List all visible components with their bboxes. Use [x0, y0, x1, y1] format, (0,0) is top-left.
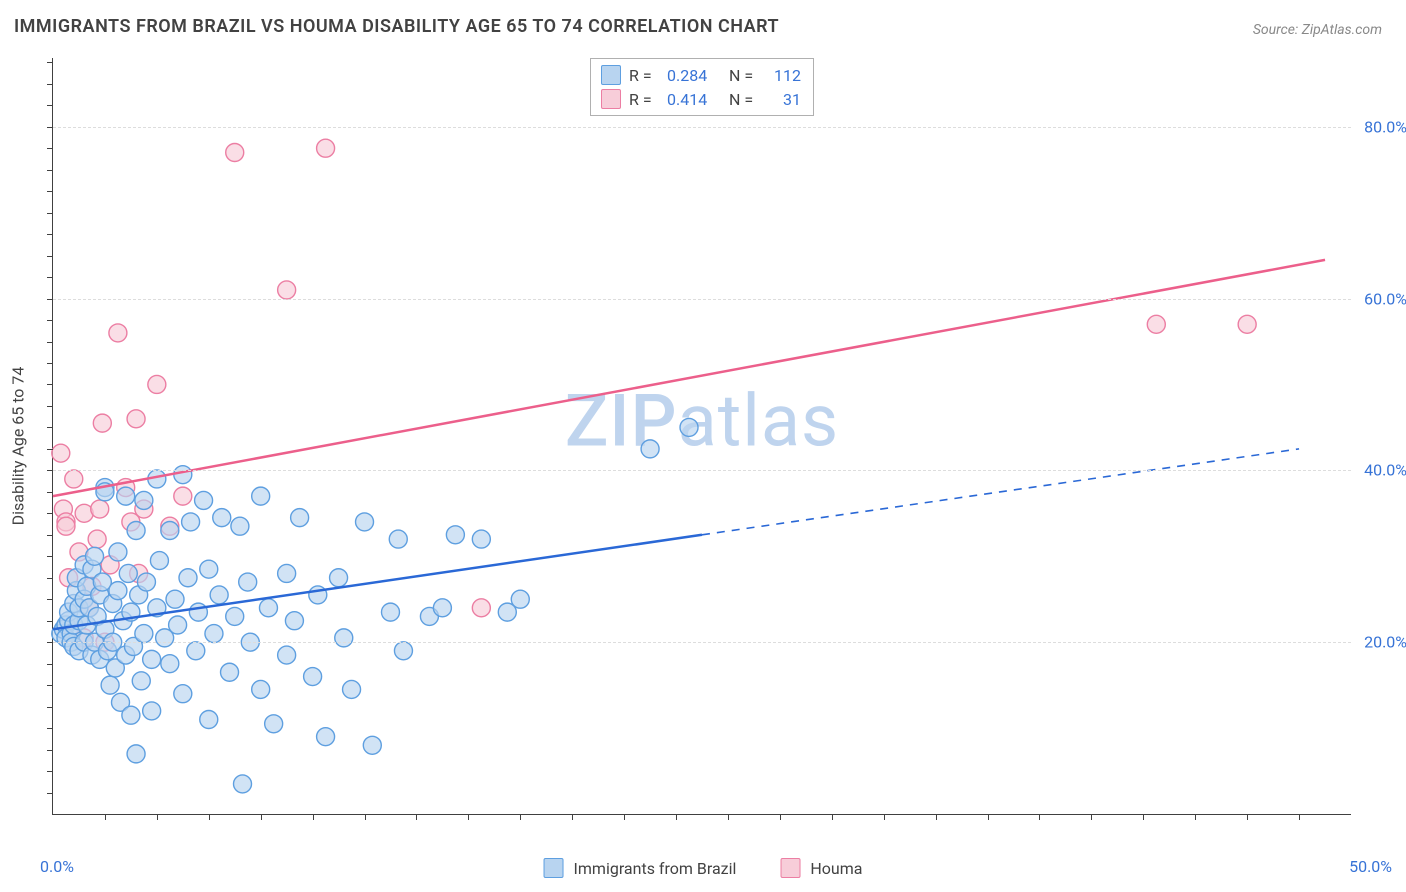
r-label: R = [629, 66, 659, 85]
chart-title: IMMIGRANTS FROM BRAZIL VS HOUMA DISABILI… [14, 16, 779, 37]
y-tick-label: 80.0% [1357, 117, 1406, 136]
x-axis-min-label: 0.0% [40, 857, 74, 876]
n-label: N = [729, 90, 759, 109]
y-axis-label: Disability Age 65 to 74 [9, 367, 28, 526]
n-label: N = [729, 66, 759, 85]
brazil-n-value: 112 [767, 66, 801, 85]
houma-swatch-icon [601, 89, 621, 109]
source-attribution: Source: ZipAtlas.com [1253, 22, 1382, 38]
y-tick-label: 40.0% [1357, 461, 1406, 480]
legend-correlation: R = 0.284 N = 112 R = 0.414 N = 31 [590, 58, 814, 116]
r-label: R = [629, 90, 659, 109]
houma-n-value: 31 [767, 90, 801, 109]
brazil-swatch-icon [601, 65, 621, 85]
houma-swatch-icon [780, 858, 800, 878]
legend-row-houma: R = 0.414 N = 31 [601, 87, 801, 111]
plot-area: ZIPatlas R = 0.284 N = 112 R = 0.414 N =… [52, 58, 1351, 815]
legend-row-brazil: R = 0.284 N = 112 [601, 63, 801, 87]
y-tick-label: 20.0% [1357, 633, 1406, 652]
brazil-r-value: 0.284 [667, 66, 721, 85]
y-tick-label: 60.0% [1357, 289, 1406, 308]
x-axis-max-label: 50.0% [1349, 857, 1392, 876]
houma-r-value: 0.414 [667, 90, 721, 109]
brazil-swatch-icon [544, 858, 564, 878]
houma-series-label: Houma [810, 859, 862, 878]
brazil-series-label: Immigrants from Brazil [574, 859, 737, 878]
legend-series: Immigrants from Brazil Houma [544, 858, 863, 878]
scatter-chart [53, 58, 1351, 814]
